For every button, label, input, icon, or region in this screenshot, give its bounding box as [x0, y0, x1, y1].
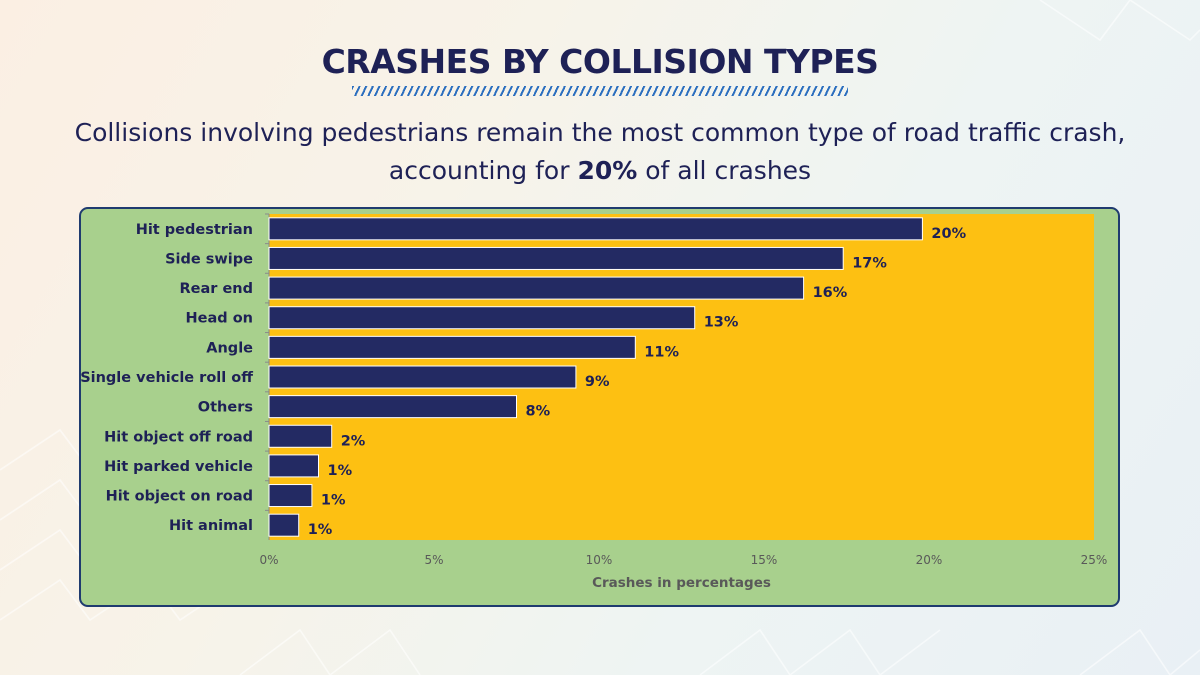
data-label: 1%	[321, 493, 346, 509]
bar-chart: Hit pedestrian 20% Side swipe 17% Rear end 16…	[81, 213, 1108, 591]
subtitle-line-2-end: of all crashes	[637, 156, 812, 185]
subtitle-line-1: Collisions involving pedestrians remain …	[74, 118, 1126, 147]
x-tick-label: 0%	[259, 553, 278, 567]
subtitle-line-2-start: accounting for	[388, 156, 578, 185]
chart-panel: Hit pedestrian 20% Side swipe 17% Rear end 16…	[79, 207, 1120, 607]
x-tick-label: 10%	[586, 553, 613, 567]
bar	[268, 246, 844, 270]
bar	[268, 217, 923, 241]
category-label: Hit parked vehicle	[104, 459, 253, 475]
subtitle-highlight-value: 20%	[577, 156, 638, 185]
x-tick-label: 15%	[751, 553, 778, 567]
data-label: 17%	[852, 255, 887, 271]
bar	[268, 424, 333, 448]
x-axis-title: Crashes in percentages	[592, 575, 771, 591]
category-label: Others	[198, 400, 253, 416]
category-label: Rear end	[179, 281, 253, 297]
data-label: 16%	[813, 285, 848, 301]
data-label: 8%	[526, 404, 551, 420]
data-label: 9%	[585, 374, 610, 390]
data-label: 1%	[308, 522, 333, 538]
data-label: 1%	[328, 463, 353, 479]
bar	[268, 484, 313, 508]
category-label: Hit object off road	[104, 429, 253, 445]
data-label: 13%	[704, 315, 739, 331]
category-label: Single vehicle roll off	[81, 370, 253, 386]
bar	[268, 513, 300, 537]
category-label: Side swipe	[165, 251, 253, 267]
category-label: Angle	[206, 340, 253, 356]
title-underline-decoration	[352, 86, 848, 96]
data-label: 11%	[644, 344, 679, 360]
bar	[268, 365, 577, 389]
bar	[268, 306, 696, 330]
page-subtitle: Collisions involving pedestrians remain …	[60, 114, 1140, 190]
data-label: 20%	[931, 226, 966, 242]
category-label: Hit object on road	[106, 489, 253, 505]
bar	[268, 335, 636, 359]
category-label: Hit animal	[169, 518, 253, 534]
data-label: 2%	[341, 433, 366, 449]
bar	[268, 276, 805, 300]
category-label: Hit pedestrian	[136, 222, 253, 238]
x-tick-label: 25%	[1081, 553, 1108, 567]
x-tick-label: 20%	[916, 553, 943, 567]
bar	[268, 454, 319, 478]
page-title: CRASHES BY COLLISION TYPES	[321, 42, 879, 81]
category-label: Head on	[186, 311, 253, 327]
x-tick-label: 5%	[424, 553, 443, 567]
bar	[268, 395, 517, 419]
